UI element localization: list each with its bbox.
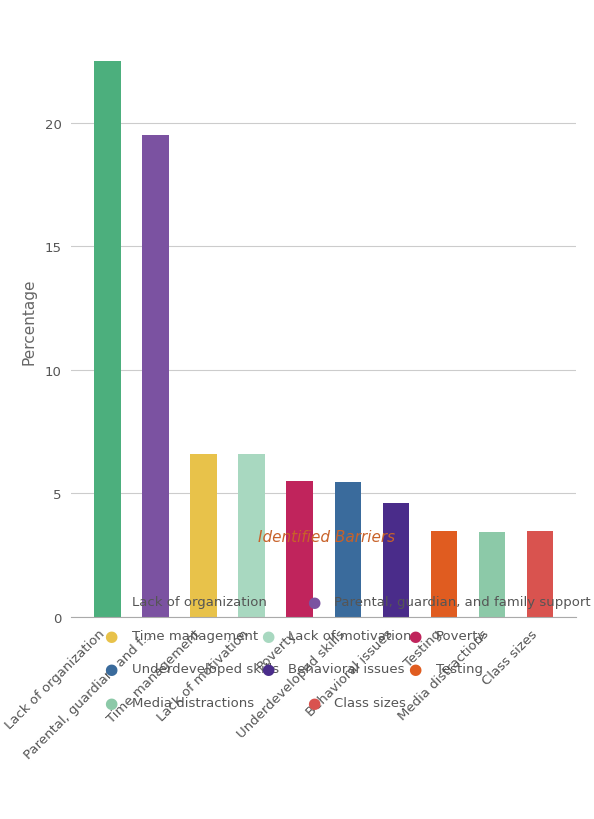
Text: ●: ● <box>261 628 274 643</box>
Text: ●: ● <box>105 628 118 643</box>
Text: Identified Barriers: Identified Barriers <box>258 529 395 544</box>
Bar <box>143 136 169 618</box>
Bar <box>527 531 553 618</box>
Text: ●: ● <box>307 595 320 609</box>
Text: Poverty: Poverty <box>436 629 486 642</box>
Text: Media distractions: Media distractions <box>132 695 254 708</box>
Bar <box>238 455 265 618</box>
Bar <box>383 504 409 618</box>
Bar <box>94 61 121 618</box>
Text: Behavioral issues: Behavioral issues <box>289 663 405 676</box>
Text: ●: ● <box>261 662 274 676</box>
Text: ●: ● <box>105 695 118 710</box>
Text: ●: ● <box>307 695 320 710</box>
Text: Class sizes: Class sizes <box>334 695 406 708</box>
Bar <box>431 531 457 618</box>
Text: Testing: Testing <box>436 663 483 676</box>
Bar <box>190 455 217 618</box>
Bar <box>334 482 361 618</box>
Text: ●: ● <box>408 662 422 676</box>
Y-axis label: Percentage: Percentage <box>21 278 36 364</box>
Text: Parental, guardian, and family support: Parental, guardian, and family support <box>334 595 591 609</box>
Text: Time management: Time management <box>132 629 258 642</box>
Text: ●: ● <box>105 595 118 609</box>
Text: ●: ● <box>408 628 422 643</box>
Bar <box>286 482 313 618</box>
Text: Lack of motivation: Lack of motivation <box>289 629 412 642</box>
Text: Underdeveloped skills: Underdeveloped skills <box>132 663 279 676</box>
Text: Lack of organization: Lack of organization <box>132 595 267 609</box>
Text: ●: ● <box>105 662 118 676</box>
Bar <box>479 532 505 618</box>
